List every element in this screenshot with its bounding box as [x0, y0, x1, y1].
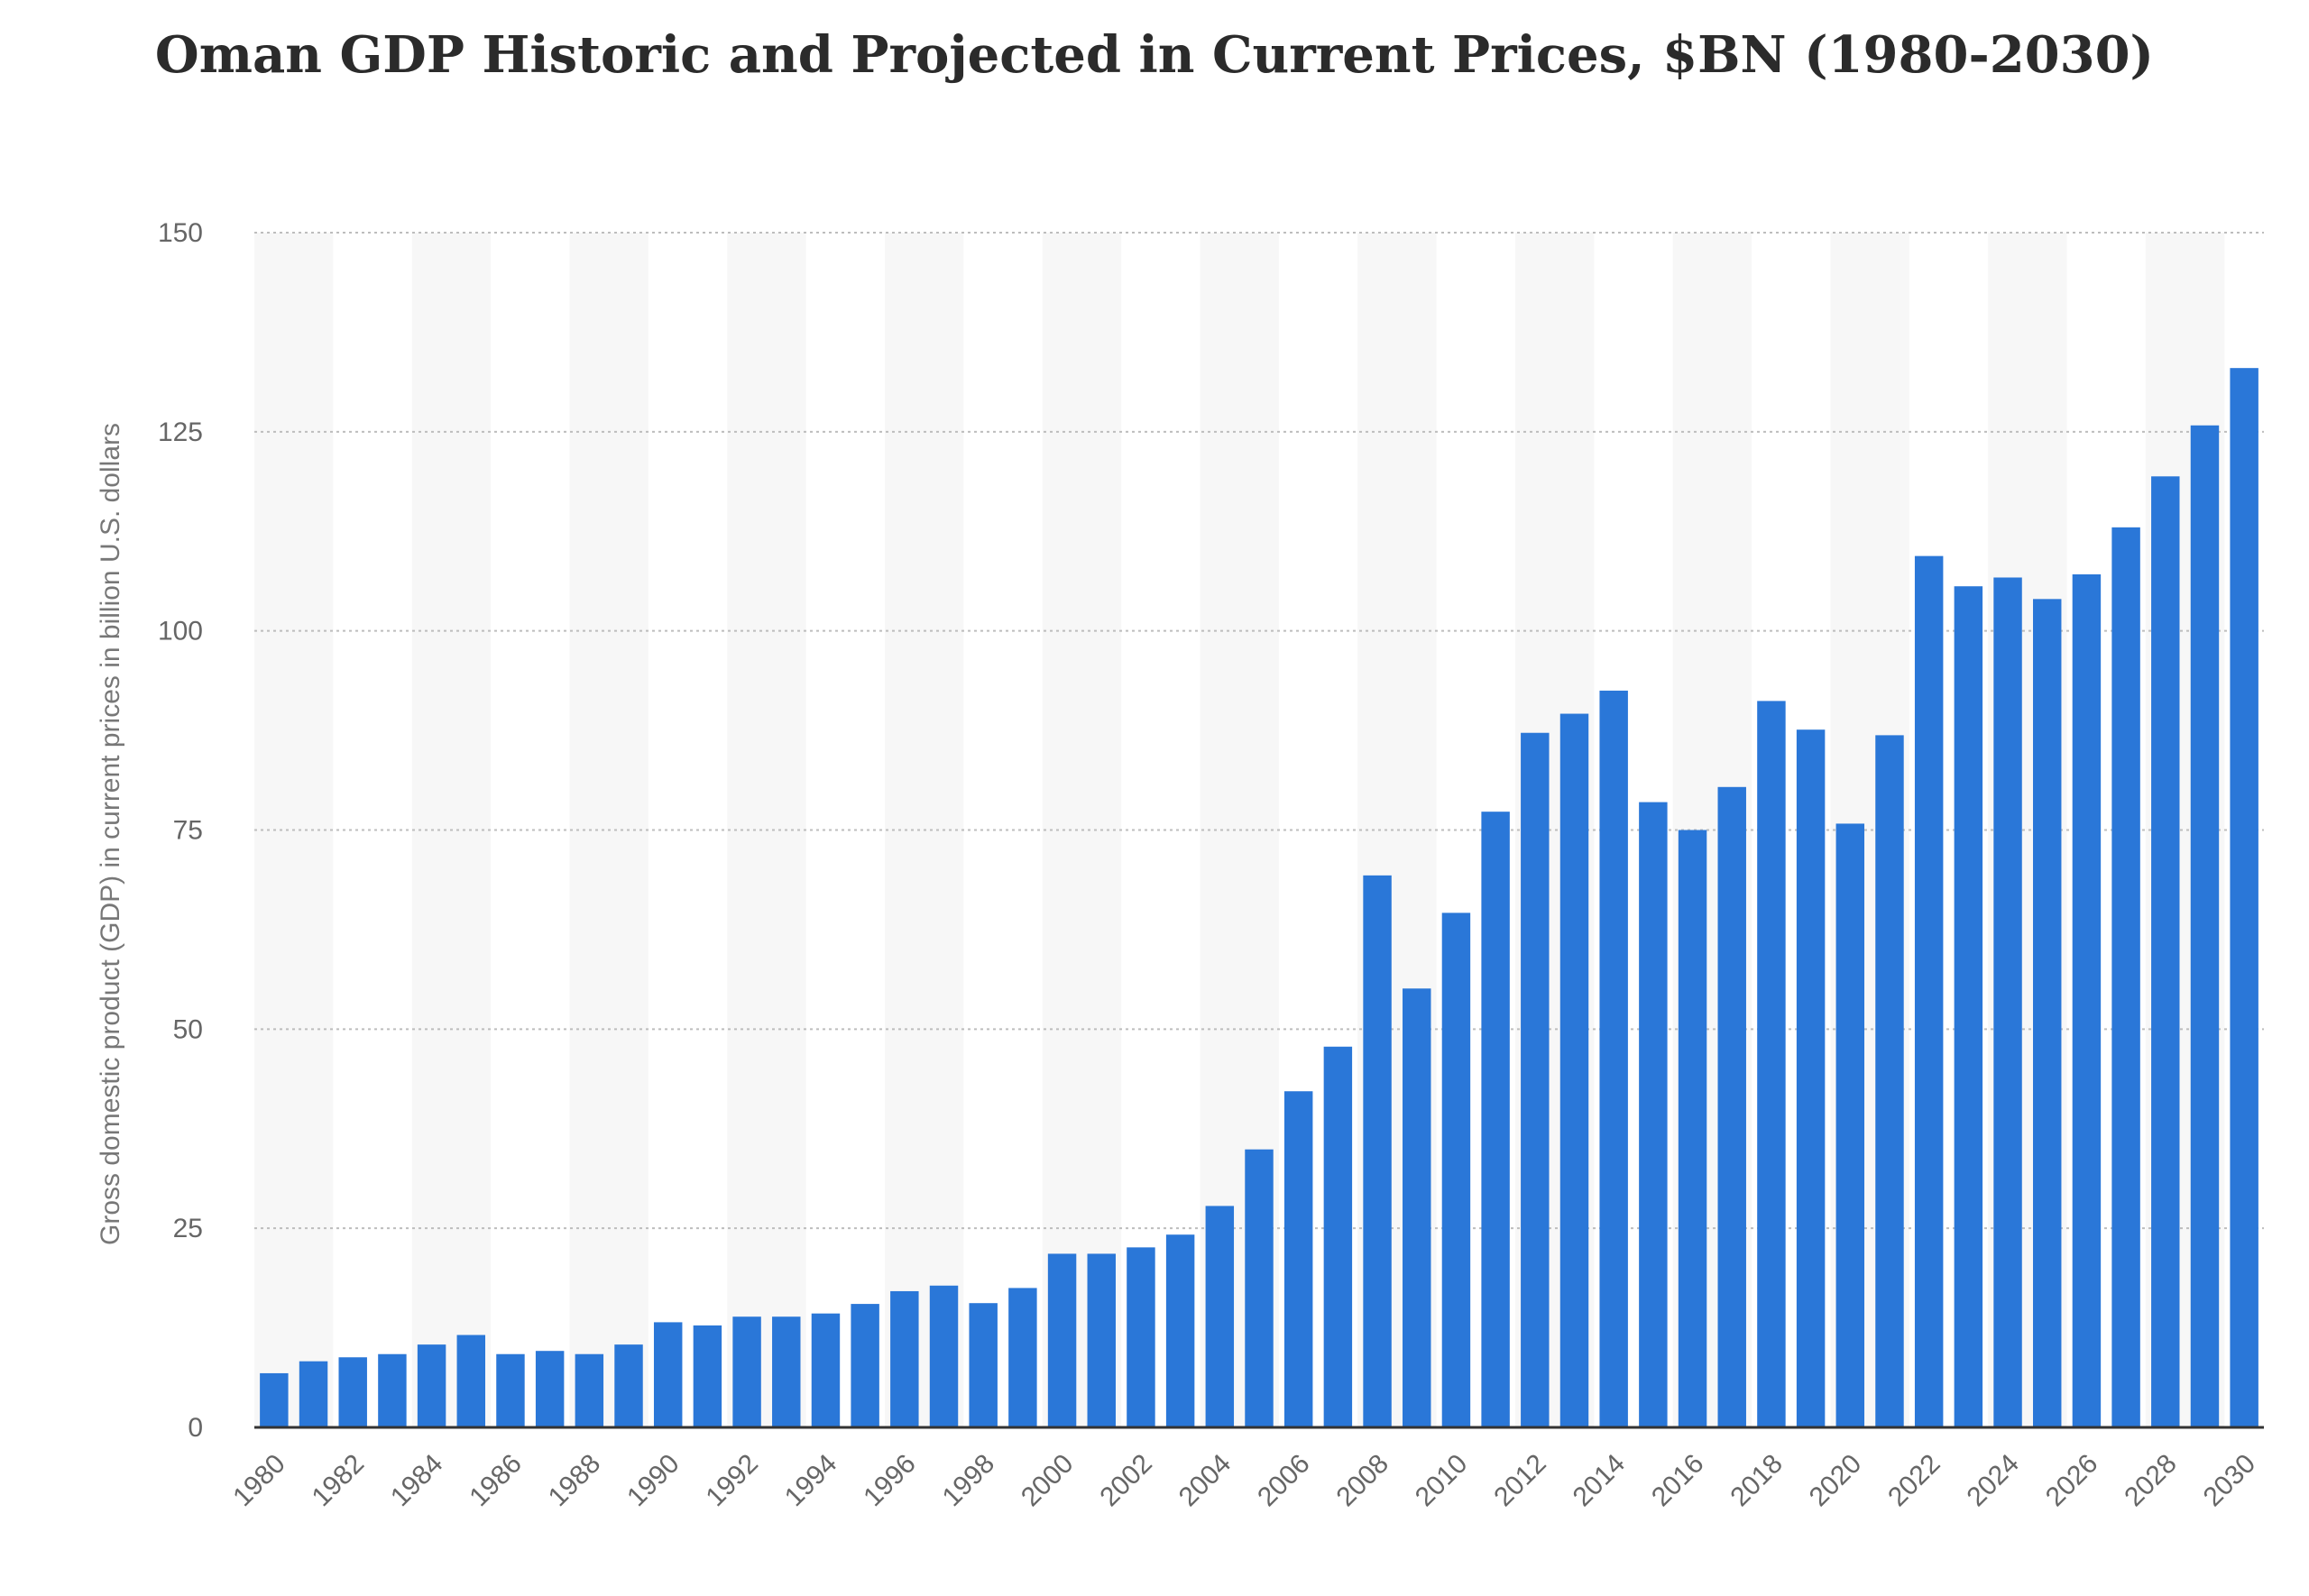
bar-2000	[1047, 1253, 1077, 1427]
bar-1990	[653, 1322, 683, 1427]
bar-1986	[496, 1353, 525, 1427]
bar-1997	[929, 1285, 959, 1427]
bar-2010	[1441, 913, 1471, 1427]
bar-2028	[2151, 476, 2180, 1427]
bar-2004	[1205, 1206, 1235, 1427]
bar-2022	[1914, 555, 1944, 1427]
x-tick-label: 2014	[1568, 1449, 1632, 1513]
bar-1987	[535, 1351, 565, 1427]
x-tick-label: 2022	[1882, 1449, 1946, 1513]
bar-2017	[1717, 786, 1746, 1427]
y-tick-label: 150	[158, 218, 203, 248]
x-tick-label: 1994	[779, 1449, 843, 1513]
y-tick-label: 100	[158, 617, 203, 647]
bar-2013	[1559, 713, 1589, 1427]
bar-2009	[1403, 988, 1431, 1427]
bar-1980	[260, 1372, 289, 1427]
x-tick-label: 2026	[2040, 1449, 2104, 1513]
x-tick-label: 2020	[1804, 1449, 1868, 1513]
x-tick-label: 2004	[1173, 1449, 1237, 1513]
bar-2021	[1875, 735, 1904, 1427]
bar-2020	[1835, 823, 1865, 1427]
bar-1995	[851, 1304, 879, 1427]
y-tick-label: 0	[188, 1413, 203, 1443]
bar-2008	[1363, 875, 1392, 1427]
x-tick-label: 1990	[621, 1449, 685, 1513]
bar-1999	[1008, 1288, 1037, 1427]
bar-1993	[772, 1316, 801, 1427]
bars	[260, 368, 2258, 1428]
y-tick-label: 50	[173, 1014, 203, 1044]
x-tick-label: 2030	[2198, 1449, 2262, 1513]
x-tick-label: 1984	[385, 1449, 449, 1513]
bar-2029	[2190, 425, 2220, 1428]
bar-2030	[2230, 368, 2258, 1428]
bar-1996	[890, 1290, 919, 1427]
x-tick-label: 2024	[1961, 1449, 2025, 1513]
bar-2015	[1639, 802, 1668, 1427]
bar-1989	[614, 1344, 643, 1427]
y-axis: 0 25 50 75 100 125 150	[158, 218, 203, 1443]
bar-2018	[1757, 701, 1786, 1427]
x-tick-label: 1998	[937, 1449, 1001, 1513]
bar-2026	[2072, 573, 2102, 1427]
bar-1984	[417, 1344, 446, 1427]
x-axis: 1980 1982 1984 1986 1988 1990 1992 1994 1996 1998…	[227, 1426, 2264, 1513]
bar-2019	[1796, 729, 1826, 1427]
x-tick-label: 2008	[1330, 1449, 1394, 1513]
y-tick-label: 25	[173, 1214, 203, 1243]
bar-2001	[1087, 1253, 1116, 1427]
x-tick-label: 2006	[1252, 1449, 1316, 1513]
bar-2024	[1993, 577, 2022, 1427]
bar-1988	[575, 1353, 604, 1427]
x-tick-label: 1988	[543, 1449, 607, 1513]
bar-2003	[1165, 1234, 1195, 1427]
bar-1998	[969, 1303, 998, 1427]
bar-2007	[1323, 1046, 1353, 1427]
bar-2002	[1127, 1247, 1155, 1427]
bar-2025	[2032, 599, 2062, 1427]
bar-1994	[811, 1313, 841, 1427]
bar-2016	[1678, 830, 1707, 1427]
bar-2011	[1481, 812, 1510, 1427]
x-tick-label: 1986	[464, 1449, 528, 1513]
bar-2027	[2111, 527, 2140, 1427]
x-tick-label: 2012	[1488, 1449, 1552, 1513]
bar-1982	[338, 1357, 367, 1427]
y-tick-label: 75	[173, 816, 203, 846]
bar-2023	[1954, 586, 1983, 1427]
x-tick-label: 2002	[1094, 1449, 1158, 1513]
bar-2012	[1521, 732, 1550, 1427]
bar-1991	[693, 1325, 722, 1427]
bar-1983	[378, 1353, 407, 1427]
bar-1992	[732, 1316, 761, 1427]
y-axis-label: Gross domestic product (GDP) in current …	[96, 423, 125, 1245]
chart-title: Oman GDP Historic and Projected in Curre…	[154, 25, 2155, 85]
x-tick-label: 2016	[1646, 1449, 1710, 1513]
bar-2006	[1283, 1091, 1313, 1427]
y-tick-label: 125	[158, 417, 203, 447]
x-tick-label: 2000	[1016, 1449, 1080, 1513]
x-tick-label: 1996	[858, 1449, 922, 1513]
x-tick-label: 1982	[307, 1449, 371, 1513]
x-tick-label: 1992	[700, 1449, 764, 1513]
bar-2005	[1245, 1149, 1274, 1427]
bar-2014	[1599, 690, 1628, 1427]
x-tick-label: 1980	[227, 1449, 291, 1513]
bar-1981	[299, 1361, 328, 1427]
x-tick-label: 2018	[1725, 1449, 1789, 1513]
bar-1985	[456, 1335, 486, 1427]
x-tick-label: 2028	[2119, 1449, 2183, 1513]
x-tick-label: 2010	[1410, 1449, 1474, 1513]
